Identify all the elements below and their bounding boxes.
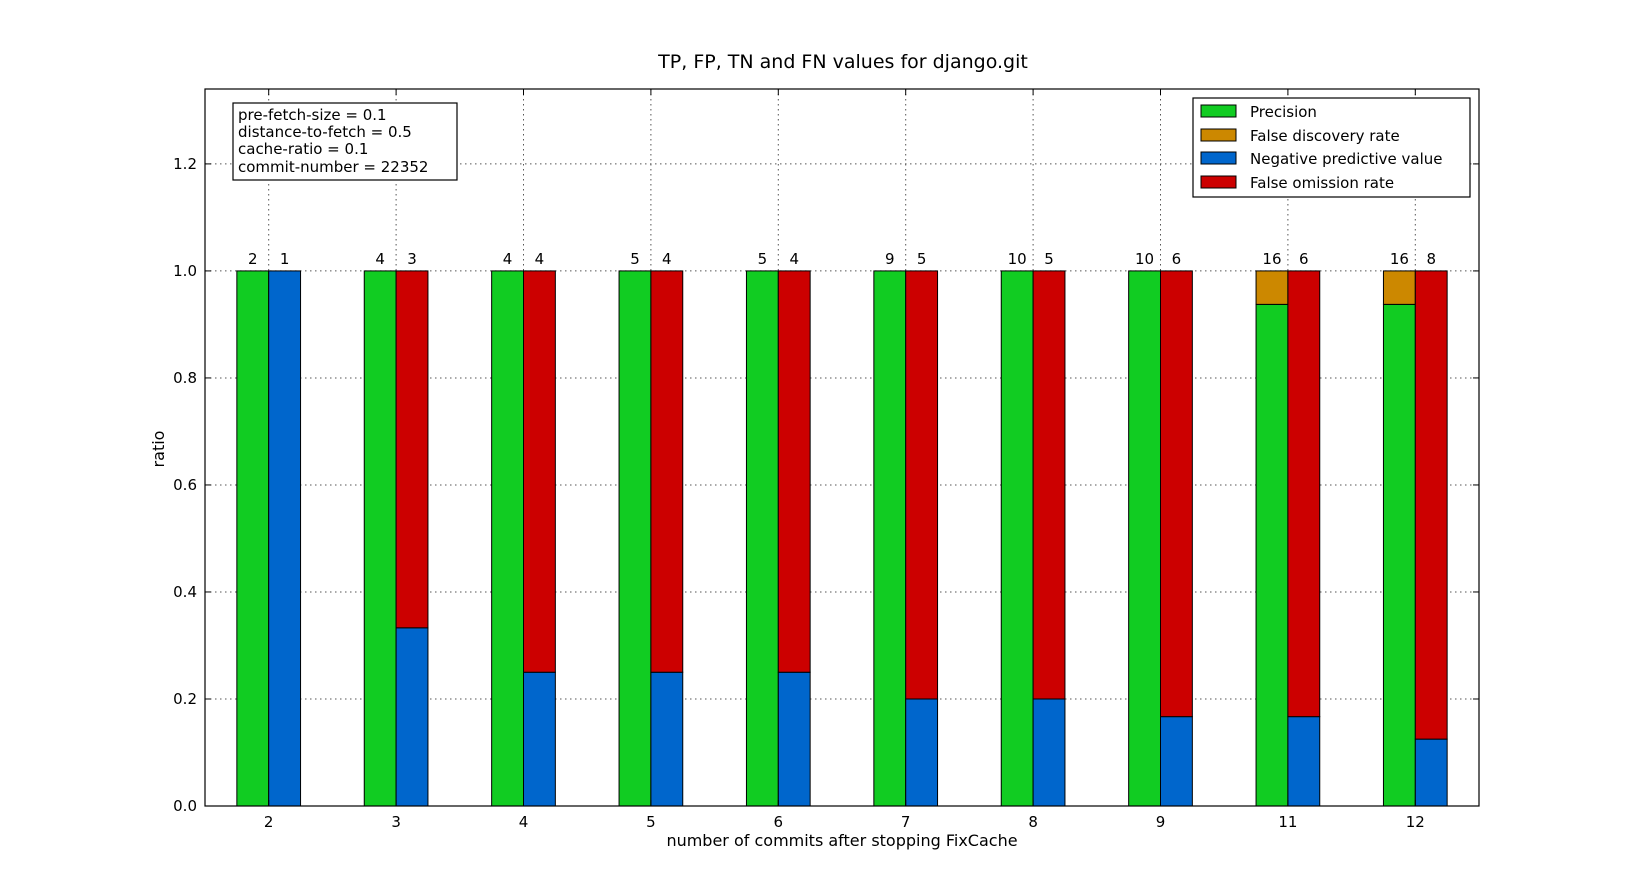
param-commit-number: commit-number = 22352 [238, 158, 428, 176]
y-tick-label: 0.4 [173, 583, 197, 601]
y-axis-ticks: 0.0 0.2 0.4 0.6 0.8 1.0 1.2 [173, 155, 1479, 815]
bar-false-omission-rate [650, 270, 684, 673]
bar-count-label-left: 4 [503, 250, 513, 268]
bar-negative-predictive-value [777, 671, 811, 807]
x-tick-label: 11 [1278, 813, 1297, 831]
bar-precision [745, 270, 779, 807]
x-tick-label: 12 [1406, 813, 1425, 831]
bar-count-label-left: 9 [885, 250, 895, 268]
legend-label-false-omission-rate: False omission rate [1250, 174, 1394, 192]
x-tick-label: 8 [1028, 813, 1038, 831]
param-distance-to-fetch: distance-to-fetch = 0.5 [238, 123, 412, 141]
x-tick-label: 9 [1156, 813, 1166, 831]
bar-precision [236, 270, 270, 807]
param-pre-fetch-size: pre-fetch-size = 0.1 [238, 106, 387, 124]
bar-negative-predictive-value [268, 270, 302, 807]
bar-count-label-right: 8 [1426, 250, 1436, 268]
bar-false-discovery-rate [1255, 270, 1289, 305]
y-tick-label: 0.6 [173, 476, 197, 494]
bar-precision [618, 270, 652, 807]
param-cache-ratio: cache-ratio = 0.1 [238, 140, 368, 158]
bar-negative-predictive-value [1414, 738, 1448, 807]
bar-count-label-left: 5 [758, 250, 768, 268]
bar-labels: 2 1 4 3 4 4 5 4 5 4 9 5 10 5 10 6 16 6 16 8 [248, 250, 1436, 268]
x-tick-label: 3 [391, 813, 401, 831]
bar-count-label-right: 4 [662, 250, 672, 268]
bar-negative-predictive-value [650, 671, 684, 807]
bar-count-label-right: 4 [789, 250, 799, 268]
y-tick-label: 0.0 [173, 797, 197, 815]
bar-precision [491, 270, 524, 807]
legend-label-negative-predictive-value: Negative predictive value [1250, 150, 1443, 168]
legend-frame [1192, 97, 1471, 198]
legend-swatch-false-discovery-rate [1200, 128, 1237, 142]
y-tick-label: 0.8 [173, 369, 197, 387]
bar-count-label-left: 10 [1135, 250, 1154, 268]
bar-count-label-left: 16 [1262, 250, 1281, 268]
legend-label-precision: Precision [1250, 103, 1317, 121]
bar-false-omission-rate [777, 270, 811, 673]
bar-count-label-right: 4 [535, 250, 545, 268]
y-tick-label: 1.0 [173, 262, 197, 280]
bar-false-omission-rate [1287, 270, 1321, 718]
bar-false-omission-rate [1414, 270, 1448, 740]
bar-count-label-left: 16 [1390, 250, 1409, 268]
legend-swatch-precision [1200, 104, 1237, 118]
bar-count-label-left: 4 [375, 250, 385, 268]
bar-precision [1255, 303, 1289, 807]
plot-frame [204, 88, 1480, 807]
bar-count-label-right: 6 [1172, 250, 1182, 268]
bar-negative-predictive-value [523, 671, 556, 807]
bar-false-discovery-rate [1382, 270, 1416, 305]
bar-negative-predictive-value [1287, 716, 1321, 807]
legend-swatch-negative-predictive-value [1200, 151, 1237, 165]
bar-false-omission-rate [395, 270, 429, 629]
bar-negative-predictive-value [1160, 716, 1193, 807]
x-tick-label: 6 [774, 813, 784, 831]
x-tick-label: 5 [646, 813, 656, 831]
bar-false-omission-rate [1032, 270, 1066, 700]
parameters-frame [232, 102, 458, 181]
chart-title: TP, FP, TN and FN values for django.git [657, 51, 1028, 73]
legend-swatch-false-omission-rate [1200, 175, 1237, 189]
x-tick-label: 4 [519, 813, 529, 831]
bar-count-label-right: 6 [1299, 250, 1309, 268]
bar-precision [1000, 270, 1034, 807]
bar-false-omission-rate [905, 270, 939, 700]
y-axis-label: ratio [149, 431, 168, 468]
y-tick-label: 0.2 [173, 690, 197, 708]
bar-false-omission-rate [523, 270, 556, 673]
bar-count-label-left: 5 [630, 250, 640, 268]
bar-count-label-right: 5 [1044, 250, 1054, 268]
legend: Precision False discovery rate Negative … [1192, 97, 1471, 198]
x-axis-ticks: 2 3 4 5 6 7 8 9 11 12 [264, 89, 1425, 831]
bar-count-label-left: 2 [248, 250, 258, 268]
bar-precision [1382, 303, 1416, 807]
bar-count-label-left: 10 [1008, 250, 1027, 268]
bar-count-label-right: 1 [280, 250, 290, 268]
parameters-box: pre-fetch-size = 0.1 distance-to-fetch =… [232, 102, 458, 181]
x-tick-label: 2 [264, 813, 274, 831]
bar-false-omission-rate [1160, 270, 1193, 718]
x-axis-label: number of commits after stopping FixCach… [666, 831, 1017, 850]
bar-precision [873, 270, 907, 807]
bar-precision [1128, 270, 1162, 807]
bars [236, 270, 1448, 807]
x-tick-label: 7 [901, 813, 911, 831]
bar-negative-predictive-value [1032, 698, 1066, 807]
bar-negative-predictive-value [905, 698, 939, 807]
bar-count-label-right: 3 [407, 250, 417, 268]
y-tick-label: 1.2 [173, 155, 197, 173]
bar-count-label-right: 5 [917, 250, 927, 268]
legend-label-false-discovery-rate: False discovery rate [1250, 127, 1400, 145]
bar-negative-predictive-value [395, 627, 429, 807]
bar-precision [363, 270, 397, 807]
